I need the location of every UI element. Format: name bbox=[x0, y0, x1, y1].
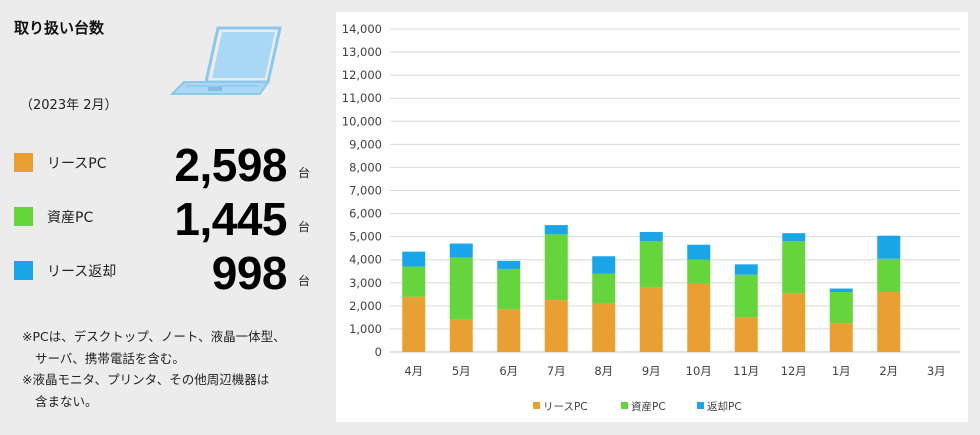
period-label: （2023年 2月） bbox=[20, 98, 118, 113]
chart-panel: 0 1,000 2,000 3,000 4,000 5,000 6,000 7,000 8,00… bbox=[336, 12, 968, 422]
bar-segment bbox=[497, 268, 521, 310]
bar-segment bbox=[687, 259, 711, 284]
lease-return-unit: 台 bbox=[297, 274, 310, 288]
bar-segment bbox=[592, 256, 616, 274]
bar-segment bbox=[829, 323, 853, 352]
bar-segment bbox=[782, 241, 806, 294]
bar-segment bbox=[449, 243, 473, 258]
bar-segment bbox=[592, 303, 616, 352]
asset-pc-swatch bbox=[14, 207, 33, 226]
legend-swatch bbox=[533, 402, 540, 409]
bar-segment bbox=[639, 241, 663, 288]
y-tick-label: 12,000 bbox=[342, 68, 382, 82]
y-tick-label: 4,000 bbox=[349, 253, 382, 267]
bar-segment bbox=[544, 300, 568, 352]
bar-segment bbox=[782, 233, 806, 242]
asset-pc-value: 1,445 bbox=[174, 193, 287, 245]
stat-lease-return: リース返却 998 台 bbox=[14, 246, 314, 299]
bar-segment bbox=[687, 244, 711, 260]
bar-segment bbox=[449, 257, 473, 320]
stat-lease-pc: リースPC 2,598 台 bbox=[14, 138, 314, 191]
lease-return-value: 998 bbox=[211, 247, 288, 299]
y-tick-label: 8,000 bbox=[349, 160, 382, 174]
x-tick-label: 1月 bbox=[832, 364, 851, 378]
x-tick-label: 3月 bbox=[927, 364, 946, 378]
y-tick-label: 11,000 bbox=[342, 91, 382, 105]
y-tick-label: 1,000 bbox=[349, 322, 382, 336]
x-tick-label: 8月 bbox=[594, 364, 613, 378]
bar-segment bbox=[829, 292, 853, 324]
bar-segment bbox=[734, 264, 758, 275]
x-tick-label: 2月 bbox=[879, 364, 898, 378]
x-tick-label: 4月 bbox=[404, 364, 423, 378]
footnote-line: サーバ、携帯電話を含む。 bbox=[35, 350, 185, 366]
y-tick-label: 7,000 bbox=[349, 184, 382, 198]
bar-segment bbox=[829, 288, 853, 293]
bar-segment bbox=[449, 319, 473, 352]
x-tick-label: 7月 bbox=[547, 364, 566, 378]
bar-segment bbox=[877, 235, 901, 259]
x-tick-label: 5月 bbox=[452, 364, 471, 378]
lease-return-swatch bbox=[14, 261, 33, 280]
bar-segment bbox=[544, 225, 568, 235]
stacked-bar-chart: 0 1,000 2,000 3,000 4,000 5,000 6,000 7,000 8,00… bbox=[342, 22, 960, 413]
summary-panel: 取り扱い台数 （2023年 2月） リースPC 2,598 台 資産PC 1,4… bbox=[0, 0, 330, 435]
bar-segment bbox=[497, 309, 521, 352]
y-tick-label: 14,000 bbox=[342, 22, 382, 36]
bar-segment bbox=[734, 317, 758, 352]
lease-pc-value: 2,598 bbox=[174, 139, 287, 191]
summary-title: 取り扱い台数 bbox=[14, 19, 105, 37]
x-tick-label: 11月 bbox=[733, 364, 759, 378]
asset-pc-label: 資産PC bbox=[47, 210, 94, 226]
legend-label: 資産PC bbox=[631, 400, 666, 413]
y-tick-label: 6,000 bbox=[349, 207, 382, 221]
bar-segment bbox=[877, 258, 901, 293]
y-tick-label: 9,000 bbox=[349, 137, 382, 151]
bar-segment bbox=[497, 260, 521, 269]
bar-segment bbox=[734, 274, 758, 318]
bar-segment bbox=[639, 287, 663, 352]
asset-pc-unit: 台 bbox=[297, 220, 310, 234]
legend-swatch bbox=[621, 402, 628, 409]
y-tick-label: 3,000 bbox=[349, 276, 382, 290]
laptop-icon bbox=[169, 26, 282, 95]
bar-segment bbox=[877, 292, 901, 352]
bar-segment bbox=[402, 251, 426, 267]
footnotes: ※PCは、デスクトップ、ノート、液晶一体型、 サーバ、携帯電話を含む。 ※液晶モ… bbox=[22, 326, 322, 412]
lease-pc-swatch bbox=[14, 153, 33, 172]
bar-segment bbox=[402, 296, 426, 352]
legend-label: 返却PC bbox=[707, 401, 742, 413]
x-tick-label: 12月 bbox=[781, 364, 807, 378]
y-tick-label: 2,000 bbox=[349, 299, 382, 313]
bar-segment bbox=[544, 234, 568, 301]
stat-asset-pc: 資産PC 1,445 台 bbox=[14, 192, 314, 245]
bar-segment bbox=[639, 232, 663, 242]
bar-segment bbox=[687, 283, 711, 352]
x-tick-label: 10月 bbox=[686, 364, 712, 378]
y-tick-label: 10,000 bbox=[342, 114, 382, 128]
footnote-line: ※液晶モニタ、プリンタ、その他周辺機器は bbox=[22, 372, 270, 387]
footnote-line: 含まない。 bbox=[35, 393, 98, 409]
legend-swatch bbox=[697, 402, 704, 409]
footnote-line: ※PCは、デスクトップ、ノート、液晶一体型、 bbox=[22, 329, 286, 344]
y-tick-label: 0 bbox=[375, 345, 382, 359]
x-tick-label: 6月 bbox=[499, 364, 518, 378]
bar-segment bbox=[402, 266, 426, 297]
bar-segment bbox=[592, 273, 616, 304]
legend-label: リースPC bbox=[543, 401, 588, 413]
bar-segment bbox=[782, 293, 806, 352]
lease-return-label: リース返却 bbox=[47, 264, 117, 280]
y-tick-label: 5,000 bbox=[349, 230, 382, 244]
y-tick-label: 13,000 bbox=[342, 45, 382, 59]
lease-pc-unit: 台 bbox=[297, 166, 310, 180]
lease-pc-label: リースPC bbox=[47, 156, 107, 172]
x-tick-label: 9月 bbox=[642, 364, 661, 378]
